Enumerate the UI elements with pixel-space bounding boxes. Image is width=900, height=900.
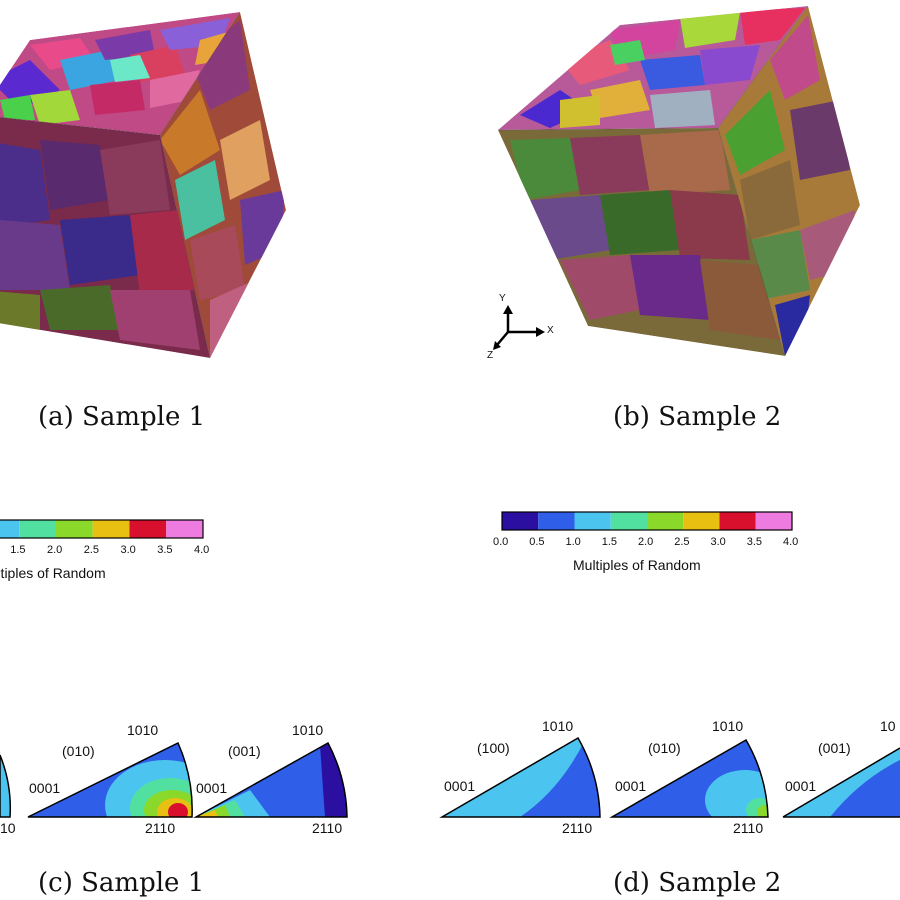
axis-x-label: X xyxy=(547,325,554,336)
pf1c-left-label: 0001 xyxy=(196,780,228,796)
pf2a-left-label: 0001 xyxy=(444,778,476,794)
pf2c-top-label-cropped: 10 xyxy=(880,718,896,734)
colorbar-right-tick-label: 2.0 xyxy=(638,536,654,548)
pf2a-top-label: 1010 xyxy=(542,718,574,734)
colorbar-right-tick-label: 0.5 xyxy=(529,536,545,548)
colorbar-right-tick-label: 1.0 xyxy=(565,536,581,548)
colorbar-right-tick-label: 0.0 xyxy=(493,536,509,548)
pf2b-top-label: 1010 xyxy=(712,718,744,734)
caption-c: (c) Sample 1 xyxy=(38,868,205,898)
colorbar-right-title: Multiples of Random xyxy=(573,557,701,573)
colorbar-right-segment-3 xyxy=(610,512,647,530)
pf1b-left-label: 0001 xyxy=(29,780,61,796)
axis-y-label: Y xyxy=(499,293,506,304)
colorbar-right-segment-0 xyxy=(502,512,539,530)
pf2a-bottom-label: 2110 xyxy=(562,820,593,836)
caption-b: (b) Sample 2 xyxy=(613,402,782,432)
colorbar-left-tick-label: 1.5 xyxy=(10,544,26,556)
pf1b-bottom-label: 2110 xyxy=(145,820,176,836)
colorbar-left-segment-6 xyxy=(129,520,167,538)
colorbar-right-segment-6 xyxy=(719,512,756,530)
colorbar-right-segment-5 xyxy=(683,512,720,530)
colorbar-left-segment-7 xyxy=(166,520,203,538)
pf2a-plane-label: (100) xyxy=(477,740,510,756)
pf2c-left-label: 0001 xyxy=(785,778,817,794)
colorbar-left-tick-label: 2.0 xyxy=(47,544,63,556)
colorbar-right-tick-label: 3.0 xyxy=(710,536,726,548)
colorbar-right-segment-7 xyxy=(755,512,792,530)
colorbar-left-segment-3 xyxy=(19,520,56,538)
colorbar-left-tick-label: 3.0 xyxy=(120,544,136,556)
colorbar-left-segment-5 xyxy=(92,520,130,538)
colorbar-right-segment-1 xyxy=(538,512,575,530)
pf1a-bottom-label: 10 xyxy=(0,820,16,836)
pf1b-top-label: 1010 xyxy=(127,722,159,738)
pf2c-plane-label: (001) xyxy=(818,740,851,756)
pf1c-bottom-label: 2110 xyxy=(312,820,343,836)
colorbar-left-segment-2 xyxy=(0,520,20,538)
colorbar-left-tick-label: 3.5 xyxy=(157,544,173,556)
colorbar-left-segment-4 xyxy=(56,520,93,538)
pf2b-left-label: 0001 xyxy=(615,778,647,794)
pf1c-plane-label: (001) xyxy=(228,743,261,759)
colorbar-right-tick-label: 2.5 xyxy=(674,536,690,548)
colorbar-right-tick-label: 3.5 xyxy=(746,536,763,548)
colorbar-left-tick-label: 4.0 xyxy=(194,544,210,556)
pf2b-bottom-label: 2110 xyxy=(733,820,764,836)
colorbar-right-tick-label: 4.0 xyxy=(783,536,799,548)
colorbar-left-title: Multiples of Random xyxy=(0,565,106,581)
pf2b-plane-label: (010) xyxy=(648,740,681,756)
caption-d: (d) Sample 2 xyxy=(613,868,782,898)
colorbar-right-frame xyxy=(501,511,793,531)
colorbar-left-tick-label: 2.5 xyxy=(83,544,100,556)
colorbar-right-segment-2 xyxy=(574,512,611,530)
pf1c-top-label: 1010 xyxy=(292,722,324,738)
pf1b-plane-label: (010) xyxy=(62,743,95,759)
axis-z-label: Z xyxy=(487,350,494,361)
colorbar-right-tick-label: 1.5 xyxy=(601,536,618,548)
colorbar-right-segment-4 xyxy=(647,512,684,530)
colorbar-left-frame xyxy=(0,519,204,539)
caption-a: (a) Sample 1 xyxy=(38,402,206,432)
